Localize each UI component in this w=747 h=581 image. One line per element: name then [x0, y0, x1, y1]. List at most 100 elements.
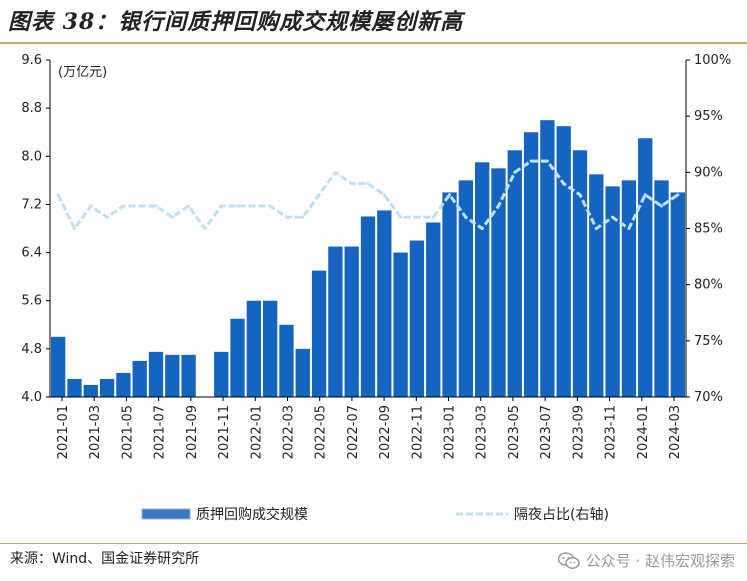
bar-2022-10: [393, 252, 408, 397]
line-point-2022-12: [431, 215, 435, 219]
bar-2023-12: [621, 180, 637, 397]
bar-2022-09: [377, 210, 392, 397]
legend-swatch-bar: [141, 508, 191, 520]
line-point-2021-05: [121, 204, 125, 208]
line-point-2022-06: [333, 170, 337, 174]
figure-title: 图表 38：银行间质押回购成交规模屡创新高: [8, 9, 464, 35]
bar-2022-11: [409, 240, 425, 397]
bar-2021-05: [116, 372, 131, 397]
line-point-2023-04: [496, 204, 500, 208]
y-right-tick-label: 75%: [694, 334, 723, 349]
line-point-2023-06: [529, 159, 533, 163]
x-tick-label: 2021-05: [120, 405, 135, 459]
line-point-2021-11: [219, 204, 223, 208]
left-axis-unit: (万亿元): [58, 65, 107, 80]
bar-2021-09: [181, 354, 196, 397]
line-point-2023-10: [594, 227, 598, 230]
y-left-tick-label: 9.6: [21, 53, 42, 68]
bar-2024-02: [654, 180, 669, 397]
line-point-2023-08: [562, 182, 566, 186]
line-point-2022-10: [399, 215, 403, 219]
x-tick-label: 2021-09: [185, 405, 200, 459]
x-tick-label: 2021-07: [153, 405, 168, 459]
bar-2023-02: [458, 180, 473, 397]
line-point-2023-11: [611, 215, 615, 219]
y-right-tick-label: 80%: [694, 278, 723, 293]
x-tick-label: 2023-11: [604, 405, 619, 459]
line-point-2023-05: [513, 170, 517, 174]
line-overnight-share: [56, 159, 679, 230]
y-left-tick-label: 8.0: [21, 149, 42, 164]
y-right-tick-label: 90%: [694, 165, 723, 180]
watermark: 公众号 · 赵伟宏观探索: [557, 550, 735, 571]
line-series: [56, 159, 680, 230]
legend: 质押回购成交规模 隔夜占比(右轴): [141, 506, 609, 523]
line-point-2021-07: [154, 204, 158, 208]
line-point-2021-09: [187, 204, 191, 208]
bar-2021-01: [51, 336, 66, 397]
line-point-2023-03: [480, 227, 484, 230]
bar-2022-08: [360, 216, 376, 397]
x-tick-label: 2022-05: [314, 405, 329, 459]
axes: 4.0 4.8 5.6 6.4 7.2 8.0 8.8 9.6 70% 75% 80% 85% 90% 9…: [21, 53, 731, 459]
bar-2022-01: [246, 300, 261, 397]
y-left-tick-label: 8.8: [21, 101, 42, 116]
bar-2023-06: [523, 132, 539, 397]
bar-series: [51, 120, 685, 397]
bar-2021-07: [148, 351, 164, 397]
line-point-2021-04: [105, 215, 109, 219]
x-tick-label: 2022-03: [281, 405, 296, 459]
x-tick-label: 2024-03: [668, 405, 683, 459]
bar-2021-02: [67, 378, 82, 397]
bar-2023-08: [556, 126, 571, 397]
bar-2023-07: [540, 120, 555, 397]
line-point-2024-02: [660, 204, 664, 208]
x-tick-label: 2023-09: [571, 405, 586, 459]
bar-2023-04: [491, 168, 506, 397]
y-right-tick-label: 70%: [694, 390, 723, 405]
x-tick-label: 2023-03: [475, 405, 490, 459]
x-tick-label: 2022-07: [346, 405, 361, 459]
x-tick-label: 2023-05: [507, 405, 522, 459]
y-left-tick-label: 4.8: [21, 342, 42, 357]
line-point-2021-06: [138, 204, 142, 208]
bar-2022-03: [279, 324, 294, 397]
y-right-tick-label: 85%: [694, 222, 723, 237]
line-point-2022-07: [350, 182, 354, 186]
x-tick-label: 2022-09: [378, 405, 393, 459]
bar-2022-07: [344, 246, 359, 397]
line-point-2021-08: [170, 215, 174, 219]
line-point-2021-02: [72, 227, 76, 230]
legend-label-bar: 质押回购成交规模: [196, 506, 308, 523]
bar-2023-09: [572, 150, 588, 397]
legend-label-line: 隔夜占比(右轴): [514, 507, 609, 523]
watermark-text: 公众号 · 赵伟宏观探索: [585, 552, 735, 570]
bar-2022-06: [328, 246, 343, 397]
chart: 4.0 4.8 5.6 6.4 7.2 8.0 8.8 9.6 70% 75% 80% 85% 90% 9…: [21, 53, 731, 523]
line-point-2021-03: [89, 204, 93, 208]
line-point-2023-12: [627, 227, 631, 230]
line-point-2021-10: [203, 227, 207, 230]
y-left-tick-label: 7.2: [21, 197, 42, 212]
line-point-2021-12: [236, 204, 240, 208]
bar-2023-03: [475, 162, 490, 397]
bar-2021-04: [99, 378, 115, 397]
line-point-2023-02: [464, 215, 468, 219]
line-point-2022-11: [415, 215, 419, 219]
x-tick-label: 2021-11: [217, 405, 232, 459]
line-point-2022-09: [382, 193, 386, 197]
bar-2021-08: [165, 354, 180, 397]
line-point-2023-09: [578, 193, 582, 197]
bar-2023-05: [507, 150, 522, 397]
x-tick-label: 2023-07: [539, 405, 554, 459]
line-point-2022-01: [252, 204, 256, 208]
line-point-2021-01: [56, 193, 60, 197]
x-tick-label: 2022-11: [410, 405, 425, 459]
bar-2024-03: [670, 192, 685, 397]
bar-2021-11: [214, 351, 229, 397]
bar-2023-10: [589, 174, 604, 397]
bar-2022-02: [263, 300, 278, 397]
line-point-2023-07: [545, 159, 549, 163]
bar-2021-03: [83, 384, 98, 397]
bar-2022-04: [295, 348, 310, 397]
